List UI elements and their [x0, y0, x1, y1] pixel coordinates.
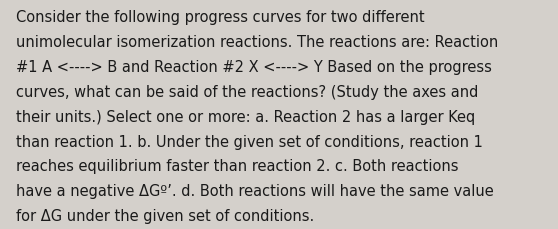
- Text: their units.) Select one or more: a. Reaction 2 has a larger Keq: their units.) Select one or more: a. Rea…: [16, 109, 475, 124]
- Text: for ΔG under the given set of conditions.: for ΔG under the given set of conditions…: [16, 208, 314, 223]
- Text: curves, what can be said of the reactions? (Study the axes and: curves, what can be said of the reaction…: [16, 85, 478, 99]
- Text: have a negative ΔGº’. d. Both reactions will have the same value: have a negative ΔGº’. d. Both reactions …: [16, 183, 493, 198]
- Text: #1 A <----> B and Reaction #2 X <----> Y Based on the progress: #1 A <----> B and Reaction #2 X <----> Y…: [16, 60, 492, 75]
- Text: reaches equilibrium faster than reaction 2. c. Both reactions: reaches equilibrium faster than reaction…: [16, 159, 458, 174]
- Text: Consider the following progress curves for two different: Consider the following progress curves f…: [16, 10, 424, 25]
- Text: unimolecular isomerization reactions. The reactions are: Reaction: unimolecular isomerization reactions. Th…: [16, 35, 498, 50]
- Text: than reaction 1. b. Under the given set of conditions, reaction 1: than reaction 1. b. Under the given set …: [16, 134, 483, 149]
